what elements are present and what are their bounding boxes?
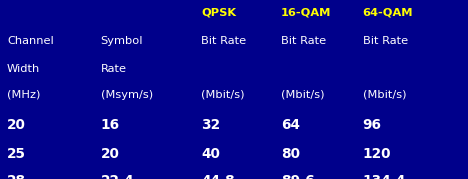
Text: QPSK: QPSK — [201, 7, 236, 17]
Text: 20: 20 — [101, 147, 119, 161]
Text: 25: 25 — [7, 147, 26, 161]
Text: Symbol: Symbol — [101, 36, 143, 46]
Text: 22.4: 22.4 — [101, 174, 134, 179]
Text: Bit Rate: Bit Rate — [363, 36, 408, 46]
Text: 89.6: 89.6 — [281, 174, 314, 179]
Text: 134.4: 134.4 — [363, 174, 406, 179]
Text: 28: 28 — [7, 174, 26, 179]
Text: 20: 20 — [7, 118, 26, 132]
Text: (Msym/s): (Msym/s) — [101, 90, 153, 100]
Text: 80: 80 — [281, 147, 300, 161]
Text: Bit Rate: Bit Rate — [281, 36, 326, 46]
Text: 44.8: 44.8 — [201, 174, 235, 179]
Text: 64-QAM: 64-QAM — [363, 7, 413, 17]
Text: 16-QAM: 16-QAM — [281, 7, 331, 17]
Text: (MHz): (MHz) — [7, 90, 40, 100]
Text: Width: Width — [7, 64, 40, 74]
Text: 32: 32 — [201, 118, 220, 132]
Text: 16: 16 — [101, 118, 120, 132]
Text: Bit Rate: Bit Rate — [201, 36, 246, 46]
Text: Rate: Rate — [101, 64, 127, 74]
Text: 120: 120 — [363, 147, 391, 161]
Text: (Mbit/s): (Mbit/s) — [281, 90, 324, 100]
Text: 64: 64 — [281, 118, 300, 132]
Text: 40: 40 — [201, 147, 220, 161]
Text: Channel: Channel — [7, 36, 54, 46]
Text: (Mbit/s): (Mbit/s) — [363, 90, 406, 100]
Text: (Mbit/s): (Mbit/s) — [201, 90, 245, 100]
Text: 96: 96 — [363, 118, 382, 132]
